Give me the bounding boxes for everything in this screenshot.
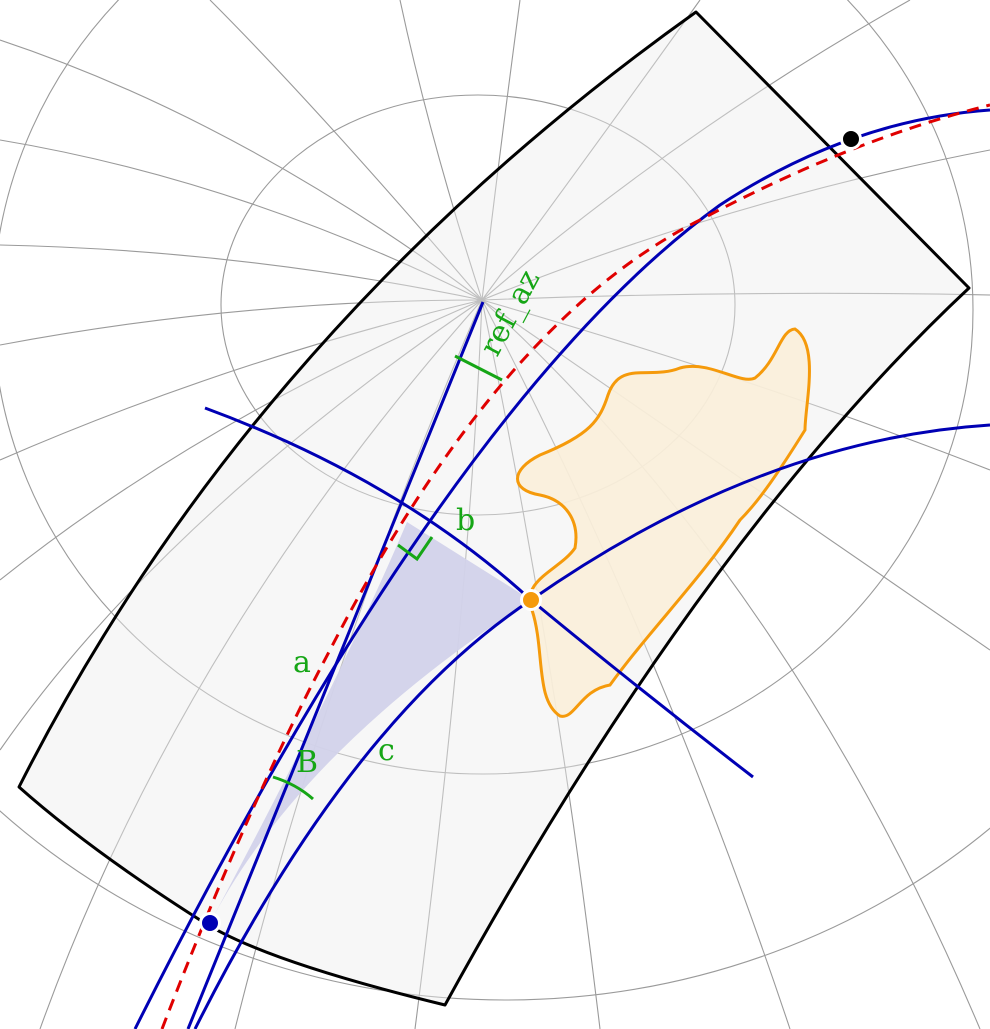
point-black xyxy=(840,128,862,150)
geodesic-triangle xyxy=(210,522,531,923)
meridian-20 xyxy=(0,299,483,751)
meridian-15 xyxy=(0,139,483,301)
label-B: B xyxy=(296,745,318,780)
angle-B-arc xyxy=(272,775,314,801)
meridian-19 xyxy=(0,299,483,581)
meridian-18 xyxy=(0,299,483,461)
meridian-21 xyxy=(39,299,483,1029)
reference-dashed-line xyxy=(160,103,990,1029)
label-b: b xyxy=(456,503,475,538)
meridian-5 xyxy=(481,299,990,651)
meridian-17 xyxy=(0,299,483,346)
orange-region xyxy=(516,327,811,718)
meridian-7 xyxy=(481,292,990,301)
annotations xyxy=(272,354,503,801)
label-a: a xyxy=(293,645,311,680)
meridian-13 xyxy=(209,0,483,301)
geodesic-long-arc xyxy=(133,108,990,1029)
meridian-9 xyxy=(481,0,911,301)
meridian-22 xyxy=(234,299,483,1029)
meridian-4 xyxy=(481,299,981,1029)
meridian-10 xyxy=(481,0,701,301)
graticule-circle-3 xyxy=(0,810,990,1001)
ref-az-marker xyxy=(454,354,503,382)
meridian-16 xyxy=(0,244,483,301)
right-angle-marker xyxy=(397,536,434,562)
meridian-8 xyxy=(481,149,990,301)
point-orange xyxy=(520,589,542,611)
point-blue xyxy=(199,912,221,934)
meridian-11 xyxy=(481,0,521,301)
meridian-12 xyxy=(399,0,483,301)
graticule-circle-2 xyxy=(0,0,974,775)
graticule-circle-1 xyxy=(220,94,736,516)
meridian-3 xyxy=(481,299,791,1029)
label-c: c xyxy=(378,733,395,768)
meridian-14 xyxy=(0,39,483,301)
